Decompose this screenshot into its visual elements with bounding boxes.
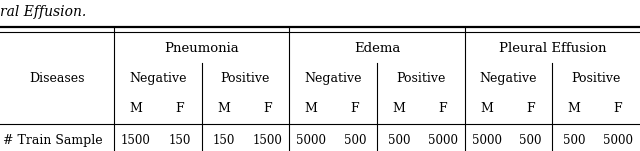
Text: 5000: 5000 <box>296 134 326 147</box>
Text: 500: 500 <box>344 134 366 147</box>
Text: Diseases: Diseases <box>29 72 84 85</box>
Text: 500: 500 <box>519 134 541 147</box>
Text: 1500: 1500 <box>121 134 151 147</box>
Text: 500: 500 <box>388 134 410 147</box>
Text: F: F <box>438 102 447 115</box>
Text: 500: 500 <box>563 134 586 147</box>
Text: # Train Sample: # Train Sample <box>3 134 102 147</box>
Text: Pneumonia: Pneumonia <box>164 42 239 55</box>
Text: M: M <box>480 102 493 115</box>
Text: Negative: Negative <box>129 72 186 85</box>
Text: F: F <box>175 102 184 115</box>
Text: 1500: 1500 <box>252 134 282 147</box>
Text: 150: 150 <box>212 134 235 147</box>
Text: Positive: Positive <box>572 72 621 85</box>
Text: Edema: Edema <box>354 42 400 55</box>
Text: 5000: 5000 <box>603 134 633 147</box>
Text: M: M <box>568 102 580 115</box>
Text: 150: 150 <box>168 134 191 147</box>
Text: F: F <box>351 102 359 115</box>
Text: Negative: Negative <box>305 72 362 85</box>
Text: M: M <box>392 102 405 115</box>
Text: M: M <box>217 102 230 115</box>
Text: F: F <box>614 102 622 115</box>
Text: 5000: 5000 <box>428 134 458 147</box>
Text: Pleural Effusion: Pleural Effusion <box>499 42 606 55</box>
Text: M: M <box>129 102 142 115</box>
Text: Positive: Positive <box>396 72 445 85</box>
Text: 5000: 5000 <box>472 134 502 147</box>
Text: ral Effusion.: ral Effusion. <box>0 5 86 19</box>
Text: Negative: Negative <box>480 72 537 85</box>
Text: M: M <box>305 102 317 115</box>
Text: F: F <box>526 102 534 115</box>
Text: Positive: Positive <box>221 72 270 85</box>
Text: F: F <box>263 102 271 115</box>
